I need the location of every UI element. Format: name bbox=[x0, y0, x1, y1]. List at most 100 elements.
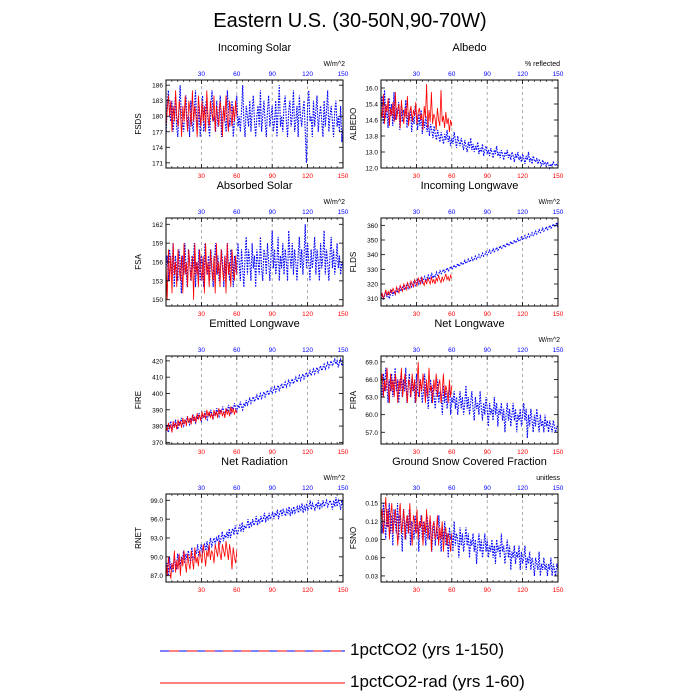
x-tick-label-top: 120 bbox=[302, 209, 313, 216]
y-tick-label: 13.8 bbox=[365, 134, 378, 141]
y-axis-label: FSA bbox=[134, 254, 143, 270]
x-tick-label-top: 120 bbox=[517, 209, 528, 216]
y-axis-label: FIRE bbox=[134, 391, 143, 409]
plot-frame bbox=[380, 217, 559, 307]
units-label: % reflected bbox=[525, 61, 560, 68]
units-label: unitless bbox=[536, 475, 560, 482]
y-axis-label: FLDS bbox=[349, 252, 358, 272]
chart-title: Emitted Longwave bbox=[209, 318, 300, 330]
y-tick-label: 177 bbox=[152, 129, 163, 136]
x-tick-label-bottom: 60 bbox=[233, 173, 241, 180]
y-tick-label: 87.0 bbox=[150, 573, 163, 580]
x-tick-label-bottom: 90 bbox=[269, 311, 277, 318]
y-tick-label: 150 bbox=[152, 297, 163, 304]
y-tick-label: 162 bbox=[152, 222, 163, 229]
y-tick-label: 400 bbox=[152, 391, 163, 398]
y-tick-label: 69.0 bbox=[365, 359, 378, 366]
y-tick-label: 153 bbox=[152, 278, 163, 285]
x-tick-label-top: 150 bbox=[338, 209, 349, 216]
chart-title: Ground Snow Covered Fraction bbox=[392, 456, 547, 468]
x-tick-label-bottom: 30 bbox=[198, 449, 206, 456]
x-tick-label-bottom: 90 bbox=[484, 173, 492, 180]
y-tick-label: 183 bbox=[152, 98, 163, 105]
x-tick-label-bottom: 150 bbox=[553, 449, 564, 456]
y-tick-label: 96.0 bbox=[150, 517, 163, 524]
x-tick-label-top: 150 bbox=[553, 71, 564, 78]
x-tick-label-bottom: 150 bbox=[338, 173, 349, 180]
x-tick-label-bottom: 150 bbox=[338, 449, 349, 456]
plot-frame bbox=[165, 493, 344, 583]
x-tick-label-top: 30 bbox=[198, 209, 206, 216]
x-tick-label-bottom: 90 bbox=[484, 311, 492, 318]
units-label: W/m^2 bbox=[538, 199, 560, 206]
x-tick-label-top: 120 bbox=[517, 485, 528, 492]
series-line-1pctco2 bbox=[165, 224, 344, 294]
legend-item-1pctco2-rad: 1pctCO2-rad (yrs 1-60) bbox=[160, 672, 560, 694]
y-tick-label: 330 bbox=[367, 267, 378, 274]
y-tick-label: 390 bbox=[152, 407, 163, 414]
x-tick-label-top: 150 bbox=[338, 485, 349, 492]
x-tick-label-bottom: 30 bbox=[413, 587, 421, 594]
x-tick-label-top: 120 bbox=[302, 485, 313, 492]
x-tick-label-top: 120 bbox=[302, 71, 313, 78]
y-tick-label: 0.09 bbox=[365, 537, 378, 544]
chart-title: Incoming Longwave bbox=[421, 180, 519, 192]
y-tick-label: 186 bbox=[152, 83, 163, 90]
units-label: W/m^2 bbox=[323, 199, 345, 206]
x-tick-label-top: 60 bbox=[448, 485, 456, 492]
y-tick-label: 340 bbox=[367, 252, 378, 259]
series-line-1pctco2-rad bbox=[380, 273, 453, 299]
series-line-1pctco2 bbox=[165, 357, 344, 433]
y-tick-label: 180 bbox=[152, 114, 163, 121]
series-line-1pctco2 bbox=[380, 367, 558, 439]
chart-title: Absorbed Solar bbox=[217, 180, 293, 192]
x-tick-label-top: 90 bbox=[484, 347, 492, 354]
units-label: W/m^2 bbox=[538, 337, 560, 344]
x-tick-label-top: 150 bbox=[553, 485, 564, 492]
x-tick-label-bottom: 120 bbox=[517, 449, 528, 456]
y-tick-label: 0.03 bbox=[365, 573, 378, 580]
x-tick-label-bottom: 90 bbox=[269, 173, 277, 180]
y-tick-label: 159 bbox=[152, 241, 163, 248]
series-line-1pctco2 bbox=[165, 85, 344, 163]
x-tick-label-bottom: 90 bbox=[269, 587, 277, 594]
x-tick-label-bottom: 30 bbox=[198, 587, 206, 594]
x-tick-label-top: 30 bbox=[198, 71, 206, 78]
y-tick-label: 370 bbox=[152, 440, 163, 447]
y-tick-label: 350 bbox=[367, 238, 378, 245]
x-tick-label-top: 120 bbox=[517, 71, 528, 78]
series-line-1pctco2 bbox=[380, 503, 559, 577]
chart-title: Net Longwave bbox=[434, 318, 504, 330]
chart-title: Incoming Solar bbox=[218, 42, 292, 54]
y-tick-label: 420 bbox=[152, 358, 163, 365]
y-tick-label: 12.0 bbox=[365, 166, 378, 173]
series-line-1pctco2-rad bbox=[165, 406, 238, 433]
y-tick-label: 66.0 bbox=[365, 377, 378, 384]
x-tick-label-bottom: 120 bbox=[517, 311, 528, 318]
y-tick-label: 90.0 bbox=[150, 554, 163, 561]
x-tick-label-bottom: 30 bbox=[198, 173, 206, 180]
y-tick-label: 0.12 bbox=[365, 519, 378, 526]
x-tick-label-bottom: 150 bbox=[338, 311, 349, 318]
legend-label: 1pctCO2 (yrs 1-150) bbox=[350, 640, 504, 659]
y-tick-label: 380 bbox=[152, 424, 163, 431]
x-tick-label-bottom: 150 bbox=[553, 311, 564, 318]
x-tick-label-top: 60 bbox=[448, 209, 456, 216]
y-tick-label: 93.0 bbox=[150, 536, 163, 543]
y-tick-label: 60.0 bbox=[365, 412, 378, 419]
y-tick-label: 99.0 bbox=[150, 498, 163, 505]
series-line-1pctco2-rad bbox=[165, 90, 238, 137]
x-tick-label-top: 30 bbox=[413, 347, 421, 354]
x-tick-label-bottom: 120 bbox=[302, 449, 313, 456]
x-tick-label-top: 60 bbox=[233, 347, 241, 354]
x-tick-label-bottom: 60 bbox=[233, 587, 241, 594]
x-tick-label-bottom: 120 bbox=[302, 173, 313, 180]
y-axis-label: FIRA bbox=[349, 390, 358, 409]
x-tick-label-top: 150 bbox=[338, 347, 349, 354]
x-tick-label-top: 30 bbox=[413, 71, 421, 78]
y-tick-label: 410 bbox=[152, 375, 163, 382]
x-tick-label-bottom: 150 bbox=[553, 173, 564, 180]
y-tick-label: 171 bbox=[152, 160, 163, 167]
y-axis-label: RNET bbox=[134, 527, 143, 549]
